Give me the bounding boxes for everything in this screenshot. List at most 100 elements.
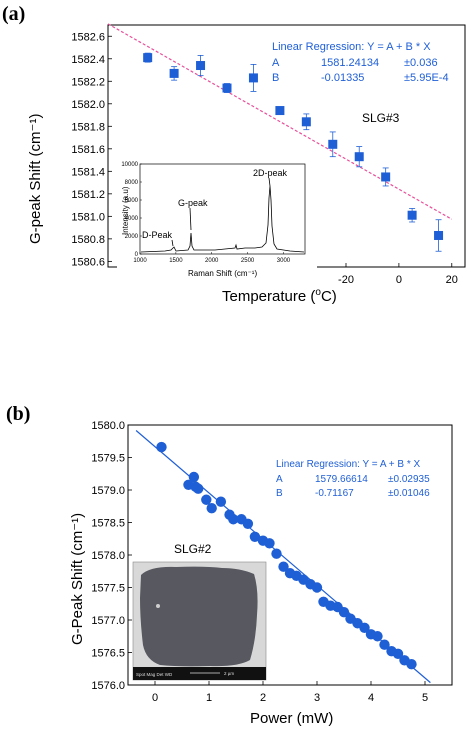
inset-y-tick-label: 0	[135, 252, 139, 258]
inset-x-label: Raman Shift (cm⁻¹)	[188, 269, 257, 278]
data-point-square	[434, 230, 444, 240]
panel-a-reg-a-name: A	[272, 57, 280, 69]
inset-y-tick-label: 6000	[125, 198, 139, 204]
x-tick-label: 1	[206, 692, 212, 704]
x-tick-label: 5	[422, 692, 428, 704]
y-tick-label: 1582.6	[71, 31, 105, 43]
y-tick-label: 1580.6	[71, 256, 105, 268]
panel-a-x-label-main: Temperature (	[222, 288, 315, 305]
inset-y-label: Intensity (a.u)	[121, 186, 130, 235]
data-point-square	[196, 61, 206, 71]
y-tick-label: 1582.0	[71, 99, 105, 111]
panel-a-plot-area: 1580.6 1580.8 1581.0 1581.2 1581.4 1581.6 1581…	[71, 23, 466, 286]
x-tick-label: 0	[396, 274, 402, 286]
panel-a-x-label: Temperature (oC)	[222, 287, 337, 305]
data-point-circle	[271, 548, 282, 559]
inset-2d-peak-label: 2D-peak	[253, 168, 288, 178]
panel-b-x-label: Power (mW)	[250, 710, 333, 727]
data-point-square	[275, 106, 285, 116]
sem-graphene-flake	[140, 566, 258, 667]
data-point-square	[381, 172, 391, 182]
y-tick-label: 1576.5	[91, 648, 125, 660]
inset-g-peak-label: G-peak	[178, 198, 208, 208]
data-point-circle	[201, 494, 212, 505]
data-point-circle	[392, 648, 404, 659]
data-point-square	[248, 73, 258, 83]
panel-b-reg-a-value: 1579.66614	[315, 474, 368, 485]
panel-a-y-ticks: 1580.6 1580.8 1581.0 1581.2 1581.4 1581.6 1581…	[71, 31, 112, 268]
sem-info-text: Spot Mag Det WD	[136, 672, 173, 677]
y-tick-label: 1579.0	[91, 485, 125, 497]
sem-info-bar	[133, 667, 266, 680]
y-tick-label: 1581.8	[71, 121, 105, 133]
data-point-circle	[206, 503, 217, 514]
y-tick-label: 1577.5	[91, 583, 125, 595]
panel-a-inset-bg	[117, 158, 317, 283]
data-point-square	[301, 117, 311, 127]
y-tick-label: 1578.5	[91, 518, 125, 530]
y-tick-label: 1580.8	[71, 234, 105, 246]
inset-2d-peak-arrow	[268, 177, 271, 187]
panel-a-fit-line	[107, 23, 453, 220]
y-tick-label: 1578.0	[91, 550, 125, 562]
panel-a-reg-b-name: B	[272, 72, 279, 84]
inset-x-tick-label: 2000	[205, 258, 219, 264]
data-point-circle	[278, 561, 289, 572]
panel-b-y-label: G-Peak Shift (cm⁻¹)	[69, 513, 86, 645]
sem-scale-text: 2 µm	[224, 671, 234, 676]
y-tick-label: 1581.2	[71, 189, 105, 201]
y-tick-label: 1582.4	[71, 54, 105, 66]
panel-a-regression-title: Linear Regression: Y = A + B * X	[272, 41, 431, 53]
y-tick-label: 1576.0	[91, 680, 125, 692]
panel-a-reg-a-value: 1581.24134	[321, 57, 379, 69]
panel-a-x-label-superscript: o	[315, 287, 321, 298]
raman-spectrum-line	[140, 185, 305, 253]
data-point-circle	[242, 518, 254, 529]
inset-x-ticks: 1000 1500 2000 2500 3000	[133, 252, 291, 264]
data-point-square	[407, 210, 417, 220]
panel-b-data-points	[156, 441, 417, 670]
sem-particle	[156, 604, 160, 608]
data-point-circle	[188, 471, 200, 483]
x-tick-label: 4	[368, 692, 374, 704]
inset-y-tick-label: 2000	[125, 234, 139, 240]
data-point-circle	[311, 582, 323, 593]
x-tick-label: 0	[152, 692, 158, 704]
y-tick-label: 1579.5	[91, 453, 125, 465]
data-point-circle	[249, 531, 261, 542]
panel-a-label: (a)	[2, 3, 25, 25]
panel-a-x-label-end: C)	[321, 288, 337, 305]
data-point-circle	[372, 631, 383, 642]
inset-x-tick-label: 1000	[133, 258, 147, 264]
data-point-circle	[359, 622, 370, 633]
panel-a-inset-frame	[139, 163, 306, 255]
data-point-circle	[338, 607, 350, 618]
panel-b-y-ticks: 1576.0 1576.5 1577.0 1577.5 1578.0 1578.5 1579…	[91, 420, 132, 692]
panel-b-reg-a-err: ±0.02935	[388, 474, 430, 485]
panel-a-inset: 0 2000 4000 6000 8000 10000 1000 1500 2000 2500 3…	[117, 158, 317, 283]
y-tick-label: 1582.2	[71, 76, 105, 88]
data-point-circle	[379, 639, 390, 650]
panel-b-reg-a-name: A	[276, 474, 283, 485]
y-tick-label: 1581.4	[71, 166, 105, 178]
panel-b-inset: Spot Mag Det WD 2 µm	[132, 561, 267, 681]
data-point-circle	[193, 483, 204, 494]
inset-g-peak-arrow	[189, 207, 192, 231]
panel-a-reg-a-err: ±0.036	[404, 57, 438, 69]
data-point-circle	[215, 496, 227, 507]
panel-a-y-label: G-peak Shift (cm⁻¹)	[27, 114, 44, 244]
inset-x-tick-label: 3000	[277, 258, 291, 264]
y-tick-label: 1581.6	[71, 144, 105, 156]
x-tick-label: 20	[446, 274, 458, 286]
panel-b-plot-area: 1576.0 1576.5 1577.0 1577.5 1578.0 1578.5 1579…	[91, 420, 453, 704]
panel-b-reg-b-name: B	[276, 488, 283, 499]
data-point-circle	[406, 659, 417, 670]
inset-y-tick-label: 10000	[121, 162, 138, 168]
panel-a-reg-b-value: -0.01335	[321, 72, 364, 84]
panel-b-x-ticks: 0 1 2 3 4 5	[152, 681, 428, 704]
y-tick-label: 1580.0	[91, 420, 125, 432]
data-point-square	[328, 139, 338, 149]
panel-b-regression-title: Linear Regression: Y = A + B * X	[276, 459, 421, 470]
data-point-circle	[264, 538, 275, 549]
